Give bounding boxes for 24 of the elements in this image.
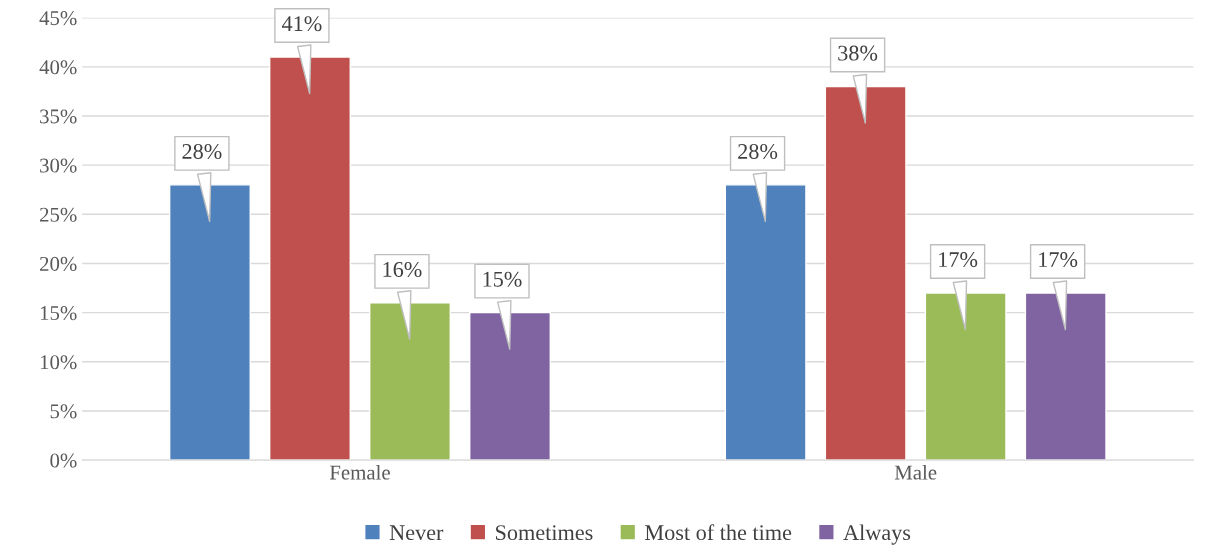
x-tick-label: Male [894, 464, 937, 480]
data-label: 41% [281, 16, 322, 32]
y-tick-label: 45% [39, 11, 77, 26]
data-label: 38% [838, 45, 878, 61]
legend-label: Most of the time [645, 524, 792, 541]
y-tick-label: 35% [40, 109, 77, 124]
y-tick-label: 0% [50, 453, 77, 468]
data-label: 17% [1039, 252, 1078, 268]
data-label: 16% [383, 261, 422, 277]
y-tick-label: 30% [40, 158, 77, 173]
y-tick-label: 5% [50, 404, 77, 419]
x-tick-label: Female [329, 464, 390, 480]
data-label: 15% [483, 271, 522, 287]
data-label: 17% [939, 252, 978, 268]
data-label: 28% [738, 143, 778, 159]
legend-label: Never [389, 525, 444, 541]
y-tick-label: 15% [40, 306, 77, 321]
legend-label: Always [843, 524, 911, 545]
y-tick-label: 20% [40, 256, 77, 271]
data-label: 28% [182, 143, 222, 159]
y-tick-label: 25% [40, 207, 77, 222]
y-tick-label: 10% [40, 355, 77, 370]
y-tick-label: 40% [39, 60, 77, 75]
legend-label: Sometimes [496, 525, 593, 541]
